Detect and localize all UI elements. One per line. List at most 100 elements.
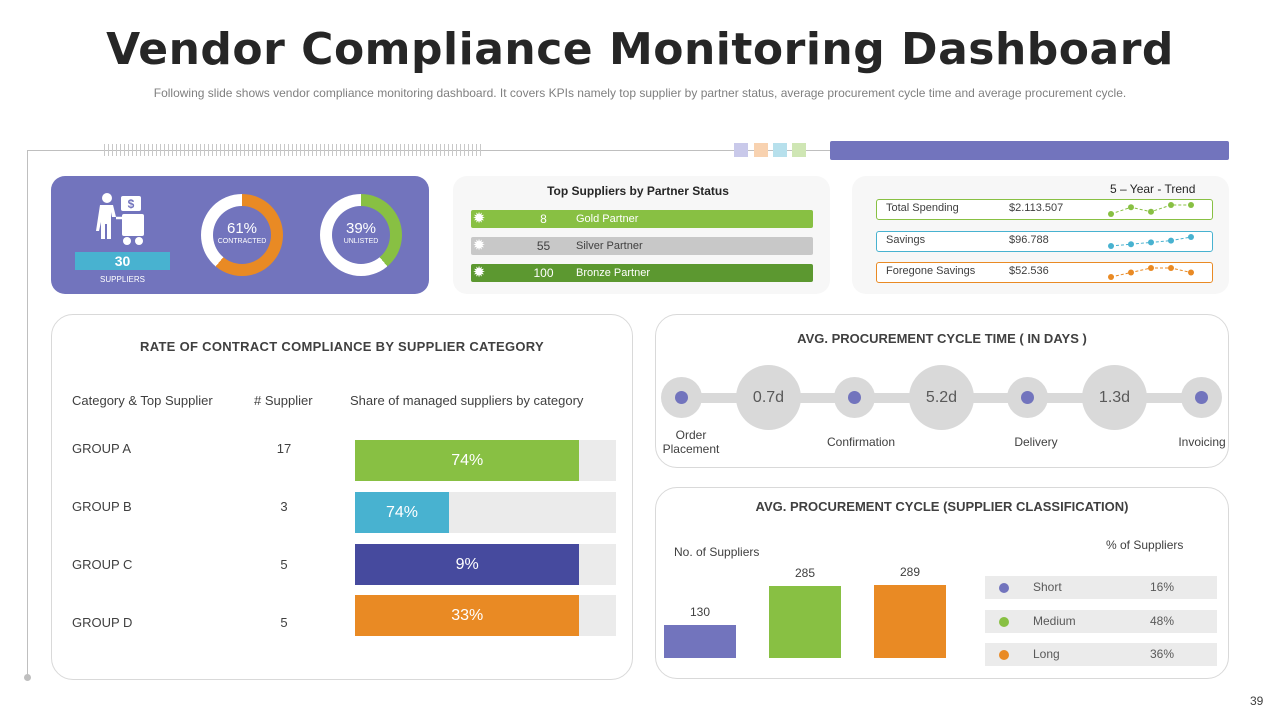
col-header-supplier: # Supplier [254, 393, 313, 408]
stage-label-order-placement: Order Placement [662, 428, 720, 456]
col-header-share: Share of managed suppliers by category [350, 393, 584, 408]
group-supplier-count: 5 [280, 557, 288, 572]
unlisted-value: 39% [345, 220, 377, 237]
trend-row-total-spending: Total Spending $2.113.507 [876, 199, 1213, 220]
sparkline-point [1148, 265, 1154, 271]
unlisted-donut: 39% UNLISTED [320, 194, 402, 276]
class-bar-value-short: 130 [689, 605, 711, 620]
legend-pct: 48% [1150, 614, 1175, 628]
group-name: GROUP B [72, 499, 132, 514]
decor-accent-bar [830, 141, 1229, 160]
bronze-badge-icon: ✹ [472, 264, 486, 281]
decor-square-lavender [734, 143, 748, 157]
trend-value: $2.113.507 [1009, 202, 1064, 214]
page-title: Vendor Compliance Monitoring Dashboard [106, 24, 1174, 75]
share-bar-label: 33% [451, 607, 484, 624]
legend-dot-short [999, 583, 1009, 593]
supplier-trolley-icon: $ [96, 193, 144, 245]
stage-label-delivery: Delivery [1014, 435, 1058, 449]
trend-label: Total Spending [886, 202, 959, 214]
duration-bubble: 0.7d [736, 365, 801, 430]
group-name: GROUP C [72, 557, 133, 572]
classification-pct-heading: % of Suppliers [1106, 538, 1184, 552]
share-bar-track: 74% [355, 492, 616, 533]
duration-bubble: 5.2d [909, 365, 974, 430]
contracted-label: CONTRACTED [217, 238, 267, 245]
legend-row-medium: Medium 48% [985, 610, 1217, 633]
supplier-count: 30 [75, 252, 170, 270]
trend-value: $52.536 [1009, 265, 1049, 277]
group-supplier-count: 3 [280, 499, 288, 514]
partner-row-gold: ✹ 8 Gold Partner [471, 210, 813, 228]
trend-sparkline-foregone-savings [1108, 265, 1194, 280]
classification-title: AVG. PROCUREMENT CYCLE (SUPPLIER CLASSIF… [755, 499, 1129, 514]
legend-name: Short [1033, 580, 1062, 594]
sparkline-point [1168, 265, 1174, 271]
sparkline-point [1128, 204, 1134, 211]
decor-rail-ticks [104, 144, 482, 156]
silver-badge-icon: ✹ [472, 237, 486, 254]
sparkline-point [1108, 211, 1114, 217]
trend-row-savings: Savings $96.788 [876, 231, 1213, 252]
sparkline-point [1168, 202, 1174, 208]
decor-rail-dot [24, 674, 31, 681]
sparkline-point [1128, 269, 1134, 276]
legend-name: Long [1033, 647, 1060, 661]
legend-name: Medium [1033, 614, 1076, 628]
class-bar-medium [769, 585, 841, 658]
class-bar-short [664, 625, 736, 658]
group-supplier-count: 17 [276, 441, 292, 456]
stage-label-confirmation: Confirmation [826, 435, 896, 449]
contracted-donut: 61% CONTRACTED [201, 194, 283, 276]
page-number: 39 [1250, 694, 1264, 708]
partner-label: Silver Partner [576, 240, 643, 252]
share-bar-track: 33% [355, 595, 616, 636]
sparkline-point [1188, 269, 1194, 276]
gold-badge-icon: ✹ [472, 210, 486, 227]
decor-square-sky [773, 143, 787, 157]
share-bar-fill [355, 440, 580, 481]
stage-node-confirmation [834, 377, 875, 418]
trend-label: Savings [886, 234, 926, 246]
legend-pct: 36% [1150, 647, 1175, 661]
class-bar-long [874, 584, 946, 658]
share-bar-label: 74% [451, 452, 484, 469]
stage-node-order-placement [661, 377, 702, 418]
trend-sparkline-total-spending [1108, 202, 1194, 217]
trend-value: $96.788 [1009, 234, 1049, 246]
legend-row-long: Long 36% [985, 643, 1217, 666]
sparkline-point [1188, 234, 1194, 240]
duration-bubble: 1.3d [1082, 365, 1147, 430]
share-bar-track: 74% [355, 440, 616, 481]
unlisted-label: UNLISTED [343, 238, 379, 245]
partner-label: Gold Partner [576, 213, 639, 225]
class-bar-value-long: 289 [899, 564, 921, 579]
sparkline-point [1108, 274, 1114, 280]
partner-row-bronze: ✹ 100 Bronze Partner [471, 264, 813, 282]
partner-count: 8 [540, 212, 547, 226]
stage-node-delivery [1007, 377, 1048, 418]
decor-square-peach [754, 143, 768, 157]
trend-title: 5 – Year - Trend [1110, 182, 1196, 196]
partner-label: Bronze Partner [576, 267, 650, 279]
classification-ylabel: No. of Suppliers [674, 545, 760, 559]
sparkline-point [1108, 243, 1114, 249]
share-bar-fill [355, 544, 580, 585]
share-bar-fill [355, 492, 449, 533]
cycle-time-title: AVG. PROCUREMENT CYCLE TIME ( IN DAYS ) [797, 331, 1087, 346]
share-bar-track: 9% [355, 544, 616, 585]
sparkline-point [1128, 241, 1134, 248]
sparkline-point [1188, 202, 1194, 208]
partner-count: 100 [533, 266, 554, 280]
compliance-title: RATE OF CONTRACT COMPLIANCE BY SUPPLIER … [140, 339, 544, 354]
contracted-value: 61% [226, 220, 258, 237]
page-subtitle: Following slide shows vendor compliance … [153, 86, 1127, 100]
sparkline-point [1148, 208, 1154, 215]
trend-sparkline-savings [1108, 234, 1194, 249]
trend-label: Foregone Savings [886, 265, 976, 277]
share-bar-label: 74% [385, 504, 418, 521]
trend-row-foregone-savings: Foregone Savings $52.536 [876, 262, 1213, 283]
decor-rail-vertical [27, 150, 28, 678]
sparkline-point [1148, 239, 1154, 246]
stage-node-invoicing [1181, 377, 1222, 418]
